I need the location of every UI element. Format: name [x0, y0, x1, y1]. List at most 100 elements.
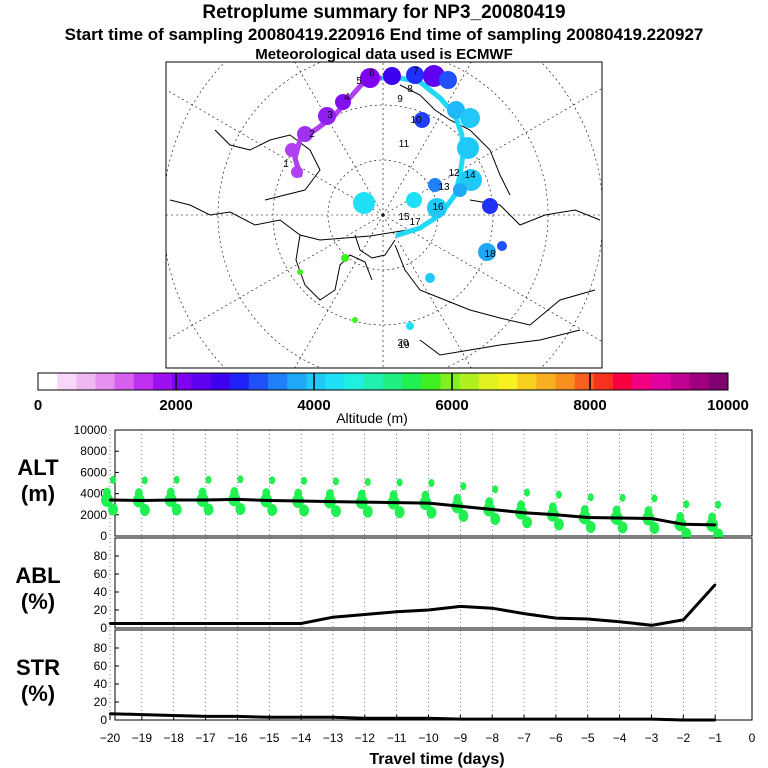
x-tick-label: −3	[645, 731, 659, 745]
colorbar-swatch	[383, 373, 403, 390]
colorbar-swatch	[229, 373, 250, 390]
day-label: 7	[413, 66, 419, 77]
alt-point	[172, 498, 175, 502]
colorbar-swatch	[114, 373, 135, 390]
x-axis-label: Travel time (days)	[369, 751, 504, 768]
day-label: 2	[309, 129, 315, 140]
altitude-cluster	[524, 488, 531, 497]
altitude-cluster	[205, 475, 212, 484]
plume-cluster	[406, 322, 414, 330]
alt-point	[331, 500, 335, 503]
altitude-cluster	[173, 475, 180, 484]
altitude-cluster	[713, 528, 724, 541]
colorbar-swatch	[632, 373, 652, 390]
x-tick-label: −15	[259, 731, 280, 745]
colorbar-swatch	[689, 373, 710, 390]
coastline	[394, 244, 596, 326]
day-label: 12	[448, 168, 460, 179]
y-tick-label: 6000	[80, 465, 107, 479]
plume-cluster	[460, 108, 480, 128]
plume-cluster	[335, 94, 351, 110]
colorbar-tick-label: 10000	[707, 397, 749, 414]
alt-point	[268, 499, 271, 502]
colorbar-swatch	[670, 373, 691, 390]
day-label: 10	[410, 115, 422, 126]
x-tick-label: −10	[418, 731, 439, 745]
colorbar-swatch	[210, 373, 231, 390]
altitude-cluster	[134, 488, 143, 499]
plume-cluster	[297, 126, 313, 142]
altitude-cluster	[166, 487, 175, 498]
str-point	[140, 713, 144, 716]
abl-plot-frame	[114, 537, 753, 629]
colorbar-swatch	[421, 373, 441, 390]
y-tick-label: 2000	[80, 508, 107, 522]
x-tick-label: −18	[164, 731, 185, 745]
day-label: 8	[407, 84, 413, 95]
abl-series-line	[110, 583, 717, 627]
plume-cluster	[427, 198, 447, 218]
altitude-cluster	[110, 475, 116, 484]
altitude-cluster	[644, 506, 653, 517]
alt-point	[363, 500, 366, 504]
altitude-cluster	[651, 494, 658, 503]
abl-point	[586, 617, 589, 621]
alt-point	[682, 523, 685, 526]
abl-point	[331, 616, 335, 619]
plume-cluster	[460, 169, 482, 191]
alt-point	[586, 516, 589, 519]
meteorological-source: Meteorological data used is ECMWF	[255, 46, 513, 63]
abl-point	[204, 622, 207, 625]
day-label: 5	[356, 76, 362, 87]
y-tick-label: 60	[94, 659, 108, 673]
x-tick-label: −11	[387, 731, 407, 745]
altitude-cluster	[139, 504, 150, 517]
meridian-line	[166, 214, 384, 341]
plume-cluster	[482, 198, 498, 214]
plume-cluster	[291, 166, 303, 178]
colorbar-tick-label: 6000	[435, 397, 468, 414]
plume-cluster	[428, 178, 442, 192]
y-tick-label: 80	[94, 641, 108, 655]
altitude-cluster	[517, 500, 526, 511]
colorbar-swatch	[708, 373, 729, 390]
altitude-cluster	[301, 476, 308, 485]
abl-title: ABL	[15, 563, 60, 588]
plume-cluster	[406, 66, 424, 84]
x-tick-label: −12	[355, 731, 376, 745]
y-tick-label: 60	[94, 567, 108, 581]
altitude-cluster	[203, 503, 214, 516]
coastline	[295, 234, 373, 301]
altitude-cluster	[708, 512, 717, 523]
abl-point	[618, 620, 621, 623]
plume-cluster	[297, 269, 303, 275]
altitude-cluster	[553, 518, 564, 531]
x-tick-label: −5	[581, 731, 595, 745]
alt-point	[522, 511, 526, 514]
colorbar-swatch	[517, 373, 537, 390]
colorbar-swatch	[613, 373, 633, 390]
colorbar-swatch	[76, 373, 96, 390]
altitude-cluster	[612, 505, 621, 516]
colorbar-swatch	[191, 373, 211, 390]
alt-series-line	[109, 497, 716, 527]
abl-point	[522, 612, 526, 615]
abl-point	[713, 583, 717, 586]
meridian-line	[382, 214, 472, 368]
y-tick-label: 0	[100, 529, 107, 543]
x-tick-label: −2	[676, 731, 690, 745]
altitude-cluster	[394, 506, 405, 519]
abl-point	[491, 607, 494, 610]
x-tick-label: −14	[291, 731, 312, 745]
colorbar-swatch	[402, 373, 422, 390]
abl-point	[459, 605, 462, 608]
alt-unit: (m)	[21, 481, 55, 506]
plume-cluster	[383, 67, 401, 85]
altitude-cluster	[267, 504, 278, 517]
abl-point	[650, 624, 653, 627]
colorbar-tick-label: 8000	[573, 397, 606, 414]
alt-point	[427, 501, 430, 505]
day-label: 1	[283, 159, 289, 170]
plume-cluster	[318, 107, 336, 125]
